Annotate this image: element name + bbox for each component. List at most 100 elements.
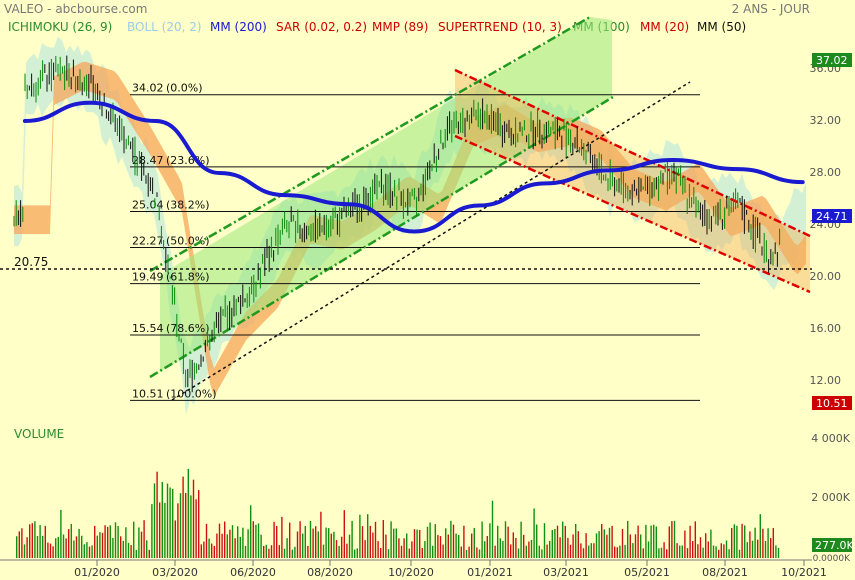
volume-bar bbox=[738, 549, 741, 558]
volume-bar bbox=[55, 538, 57, 558]
volume-bar bbox=[489, 523, 491, 558]
volume-bar bbox=[629, 534, 631, 558]
volume-bar bbox=[671, 521, 673, 558]
x-tick-label: 10/2020 bbox=[388, 566, 434, 579]
volume-bar bbox=[88, 546, 91, 558]
volume-bar bbox=[286, 538, 288, 558]
volume-bar bbox=[21, 528, 23, 558]
volume-bar bbox=[200, 544, 202, 558]
volume-bar bbox=[486, 536, 488, 558]
volume-bar bbox=[679, 545, 681, 558]
volume-bar bbox=[226, 534, 228, 558]
volume-bar bbox=[377, 541, 379, 558]
volume-bar bbox=[504, 521, 507, 558]
volume-bar bbox=[686, 548, 689, 558]
volume-bar bbox=[619, 545, 621, 558]
volume-bar bbox=[580, 543, 582, 558]
trendline-black bbox=[171, 81, 691, 401]
volume-bar bbox=[588, 545, 590, 558]
volume-bar bbox=[424, 541, 426, 558]
volume-bar bbox=[195, 499, 197, 558]
volume-bar bbox=[29, 524, 31, 558]
volume-bar bbox=[569, 544, 572, 558]
volume-bar bbox=[520, 521, 522, 558]
volume-bar bbox=[135, 549, 137, 558]
volume-bar bbox=[718, 549, 720, 558]
volume-bar bbox=[497, 525, 499, 558]
volume-bar bbox=[507, 526, 509, 558]
volume-bar bbox=[723, 544, 725, 558]
volume-bar bbox=[413, 529, 416, 558]
volume-bar bbox=[770, 538, 772, 558]
volume-bar bbox=[315, 526, 317, 558]
volume-bar bbox=[133, 521, 135, 558]
volume-bar bbox=[764, 540, 767, 558]
volume-bar bbox=[673, 520, 676, 558]
volume-bar bbox=[382, 520, 384, 558]
x-tick-label: 03/2020 bbox=[152, 566, 198, 579]
volume-bar bbox=[608, 527, 611, 558]
volume-bar bbox=[343, 510, 345, 558]
price-tick-16: 16.00 bbox=[810, 322, 842, 335]
volume-bar bbox=[530, 539, 533, 558]
volume-bar bbox=[395, 528, 397, 558]
x-tick-label: 06/2020 bbox=[230, 566, 276, 579]
volume-bar bbox=[502, 541, 504, 558]
volume-bar bbox=[57, 536, 59, 558]
volume-bar bbox=[575, 523, 577, 558]
volume-bar bbox=[627, 520, 629, 558]
volume-bar bbox=[416, 529, 418, 558]
volume-bar bbox=[585, 533, 587, 558]
volume-bar bbox=[83, 544, 85, 558]
x-tick-label: 03/2021 bbox=[543, 566, 589, 579]
volume-bar bbox=[437, 535, 439, 558]
volume-bar bbox=[746, 542, 748, 558]
volume-bar bbox=[447, 534, 449, 558]
channel-red-lower bbox=[454, 134, 811, 294]
volume-bar bbox=[148, 549, 150, 558]
volume-bar bbox=[372, 532, 374, 558]
fib-pct-label: (100.0%) bbox=[166, 387, 217, 400]
high-marker bbox=[812, 53, 852, 67]
volume-bar bbox=[75, 536, 78, 558]
volume-bar bbox=[86, 542, 88, 558]
volume-bar bbox=[107, 526, 109, 558]
reference-level-label: 20.75 bbox=[14, 255, 48, 269]
x-tick-label: 08/2020 bbox=[307, 566, 353, 579]
volume-bar bbox=[185, 493, 187, 558]
volume-bar bbox=[712, 545, 715, 558]
volume-bar bbox=[307, 545, 309, 558]
volume-bar bbox=[166, 483, 169, 558]
fib-price-label: 15.54 bbox=[132, 322, 164, 335]
volume-bar bbox=[257, 523, 260, 558]
volume-bar bbox=[255, 524, 257, 558]
volume-bar bbox=[244, 545, 247, 558]
volume-bar bbox=[572, 534, 574, 558]
mm200-line bbox=[22, 100, 805, 234]
volume-bar bbox=[356, 548, 358, 558]
volume-bar bbox=[109, 525, 111, 558]
volume-bar bbox=[733, 524, 735, 558]
volume-bar bbox=[73, 540, 75, 558]
volume-bar bbox=[460, 546, 462, 558]
low-marker-label: 10.51 bbox=[816, 397, 848, 410]
volume-bar bbox=[556, 525, 559, 558]
last-volume-label: 277.0K bbox=[815, 539, 854, 552]
volume-bar bbox=[309, 520, 312, 558]
volume-bar bbox=[705, 533, 707, 558]
volume-bar bbox=[208, 538, 210, 558]
volume-bar bbox=[689, 525, 691, 558]
volume-bar bbox=[681, 545, 683, 558]
volume-bar bbox=[754, 527, 756, 558]
volume-bar bbox=[606, 534, 608, 558]
volume-bar bbox=[676, 543, 678, 558]
volume-bar bbox=[346, 543, 348, 558]
volume-bar bbox=[603, 529, 605, 558]
volume-bar bbox=[749, 531, 751, 558]
volume-bar bbox=[759, 514, 761, 558]
last-price-label: 24.71 bbox=[816, 210, 848, 223]
volume-bar bbox=[465, 549, 468, 558]
volume-bar bbox=[637, 525, 639, 558]
volume-bar bbox=[499, 538, 501, 558]
volume-bar bbox=[762, 528, 764, 558]
